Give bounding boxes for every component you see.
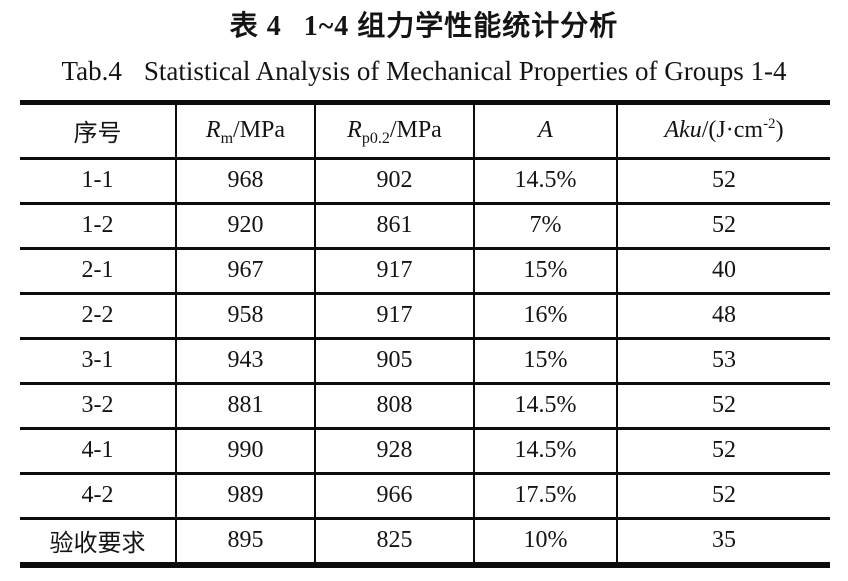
cell-serial: 1-2 — [20, 201, 177, 249]
table-row: 2-2 958 917 16% 48 — [20, 291, 830, 339]
cell-rp02: 966 — [314, 471, 475, 519]
cell-aku: 52 — [616, 426, 830, 474]
table-caption-chinese: 表 4 1~4 组力学性能统计分析 — [0, 10, 848, 44]
cell-aku: 35 — [616, 516, 830, 565]
mechanical-properties-table: 序号 Rm/MPa Rp0.2/MPa A Aku/(J·cm-2) 1-1 9… — [20, 99, 830, 568]
cell-rm: 967 — [175, 246, 316, 294]
cell-elongation: 15% — [473, 336, 618, 384]
aku-unit-close: ) — [775, 117, 784, 144]
cell-rm: 881 — [175, 381, 316, 429]
cell-elongation: 17.5% — [473, 471, 618, 519]
caption-en-number: Tab.4 — [61, 55, 122, 86]
table-row: 2-1 967 917 15% 40 — [20, 246, 830, 294]
table-row: 3-2 881 808 14.5% 52 — [20, 381, 830, 429]
cell-aku: 40 — [616, 246, 830, 294]
aku-symbol: Aku — [664, 117, 702, 144]
cell-rp02: 902 — [314, 156, 475, 204]
cell-aku: 52 — [616, 201, 830, 249]
cell-elongation: 7% — [473, 201, 618, 249]
column-header-aku: Aku/(J·cm-2) — [616, 102, 830, 159]
cell-aku: 52 — [616, 156, 830, 204]
cell-rm: 958 — [175, 291, 316, 339]
cell-serial: 2-1 — [20, 246, 177, 294]
cell-aku: 53 — [616, 336, 830, 384]
cell-rp02: 905 — [314, 336, 475, 384]
cell-rm: 989 — [175, 471, 316, 519]
cell-elongation: 14.5% — [473, 426, 618, 474]
aku-unit-open: /(J·cm — [701, 117, 764, 144]
rp02-subscript: p0.2 — [361, 129, 390, 147]
column-header-serial: 序号 — [20, 102, 177, 159]
column-header-rp02: Rp0.2/MPa — [314, 102, 475, 159]
cell-elongation: 15% — [473, 246, 618, 294]
cell-serial: 3-2 — [20, 381, 177, 429]
rp02-symbol: R — [347, 117, 362, 144]
caption-zh-number: 表 4 — [229, 11, 282, 42]
table-row: 1-1 968 902 14.5% 52 — [20, 156, 830, 204]
cell-aku: 48 — [616, 291, 830, 339]
cell-rp02: 928 — [314, 426, 475, 474]
table-caption-english: Tab.4 Statistical Analysis of Mechanical … — [0, 56, 848, 87]
cell-rp02: 861 — [314, 201, 475, 249]
cell-serial: 1-1 — [20, 156, 177, 204]
cell-aku: 52 — [616, 381, 830, 429]
cell-serial: 2-2 — [20, 291, 177, 339]
cell-rm: 943 — [175, 336, 316, 384]
table-row: 4-2 989 966 17.5% 52 — [20, 471, 830, 519]
table-row-acceptance-requirement: 验收要求 895 825 10% 35 — [20, 516, 830, 565]
cell-serial: 验收要求 — [20, 516, 177, 565]
aku-superscript: -2 — [763, 116, 776, 133]
cell-elongation: 14.5% — [473, 381, 618, 429]
column-header-rm: Rm/MPa — [175, 102, 316, 159]
cell-serial: 4-1 — [20, 426, 177, 474]
rm-subscript: m — [220, 129, 234, 147]
cell-rp02: 917 — [314, 291, 475, 339]
cell-rm: 990 — [175, 426, 316, 474]
cell-elongation: 14.5% — [473, 156, 618, 204]
cell-elongation: 16% — [473, 291, 618, 339]
caption-en-text: Statistical Analysis of Mechanical Prope… — [143, 55, 787, 86]
cell-rp02: 808 — [314, 381, 475, 429]
cell-rp02: 917 — [314, 246, 475, 294]
rp02-unit: /MPa — [389, 117, 442, 144]
elongation-symbol: A — [538, 117, 553, 144]
table-header-row: 序号 Rm/MPa Rp0.2/MPa A Aku/(J·cm-2) — [20, 102, 830, 159]
table-row: 4-1 990 928 14.5% 52 — [20, 426, 830, 474]
rm-symbol: R — [205, 117, 221, 144]
table-row: 3-1 943 905 15% 53 — [20, 336, 830, 384]
column-header-elongation: A — [473, 102, 618, 159]
cell-aku: 52 — [616, 471, 830, 519]
cell-serial: 3-1 — [20, 336, 177, 384]
cell-rp02: 825 — [314, 516, 475, 565]
caption-zh-text: 1~4 组力学性能统计分析 — [303, 11, 619, 42]
rm-unit: /MPa — [233, 117, 286, 144]
cell-elongation: 10% — [473, 516, 618, 565]
cell-rm: 920 — [175, 201, 316, 249]
cell-rm: 968 — [175, 156, 316, 204]
column-header-serial-label: 序号 — [73, 121, 122, 148]
cell-rm: 895 — [175, 516, 316, 565]
table-row: 1-2 920 861 7% 52 — [20, 201, 830, 249]
cell-serial: 4-2 — [20, 471, 177, 519]
